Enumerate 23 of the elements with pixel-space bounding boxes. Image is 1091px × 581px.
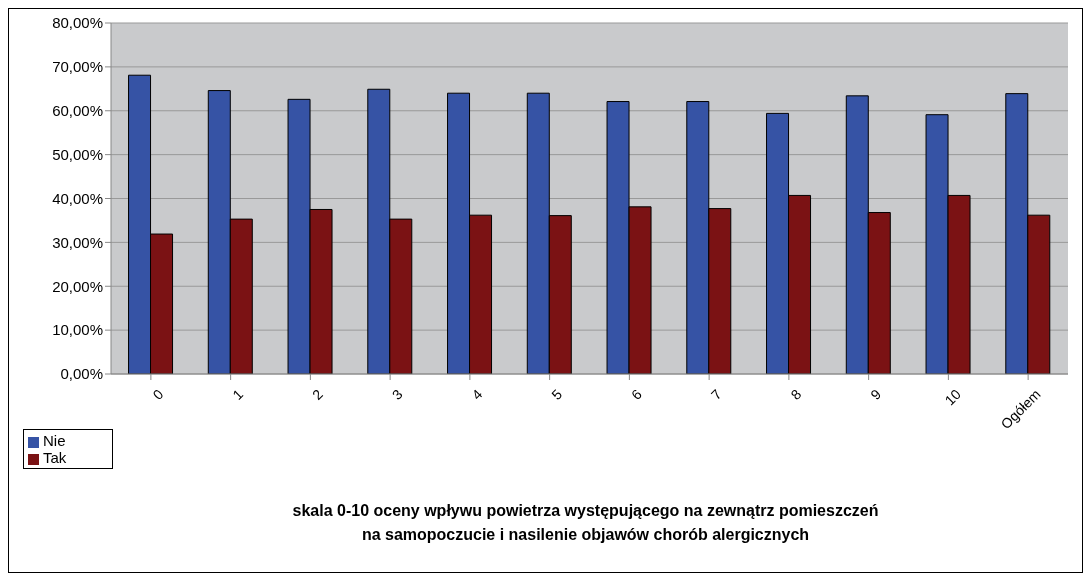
y-tick-label: 50,00%: [52, 145, 103, 163]
y-tick-label: 10,00%: [52, 321, 103, 339]
y-tick-label: 70,00%: [52, 58, 103, 76]
x-tick-label: 10: [941, 386, 964, 409]
y-tick-label: 0,00%: [60, 365, 103, 383]
x-tick-label: 4: [468, 386, 486, 403]
x-axis-title: skala 0-10 oceny wpływu powietrza występującego na zewnątrz pomieszczeń na samopoczucie i nasilenie objawów chorób alergicznych: [291, 501, 880, 545]
y-tick-label: 30,00%: [52, 233, 103, 251]
y-tick-label: 60,00%: [52, 102, 103, 120]
x-tick-label: 5: [548, 386, 566, 403]
x-tick-label: 2: [309, 386, 326, 403]
legend-label: Nie: [43, 432, 66, 449]
x-tick-label: 3: [388, 386, 406, 403]
x-tick-label: 8: [787, 386, 805, 403]
y-tick-label: 40,00%: [52, 189, 103, 207]
x-tick-label: 0: [149, 386, 167, 403]
x-tick-label: 7: [707, 386, 725, 403]
y-tick-label: 20,00%: [52, 277, 103, 295]
x-tick-label: 9: [867, 386, 885, 403]
x-tick-label: 6: [628, 386, 645, 403]
x-tick-label: 1: [229, 386, 247, 403]
legend-label: Tak: [43, 449, 67, 466]
y-tick-label: 80,00%: [52, 14, 103, 32]
